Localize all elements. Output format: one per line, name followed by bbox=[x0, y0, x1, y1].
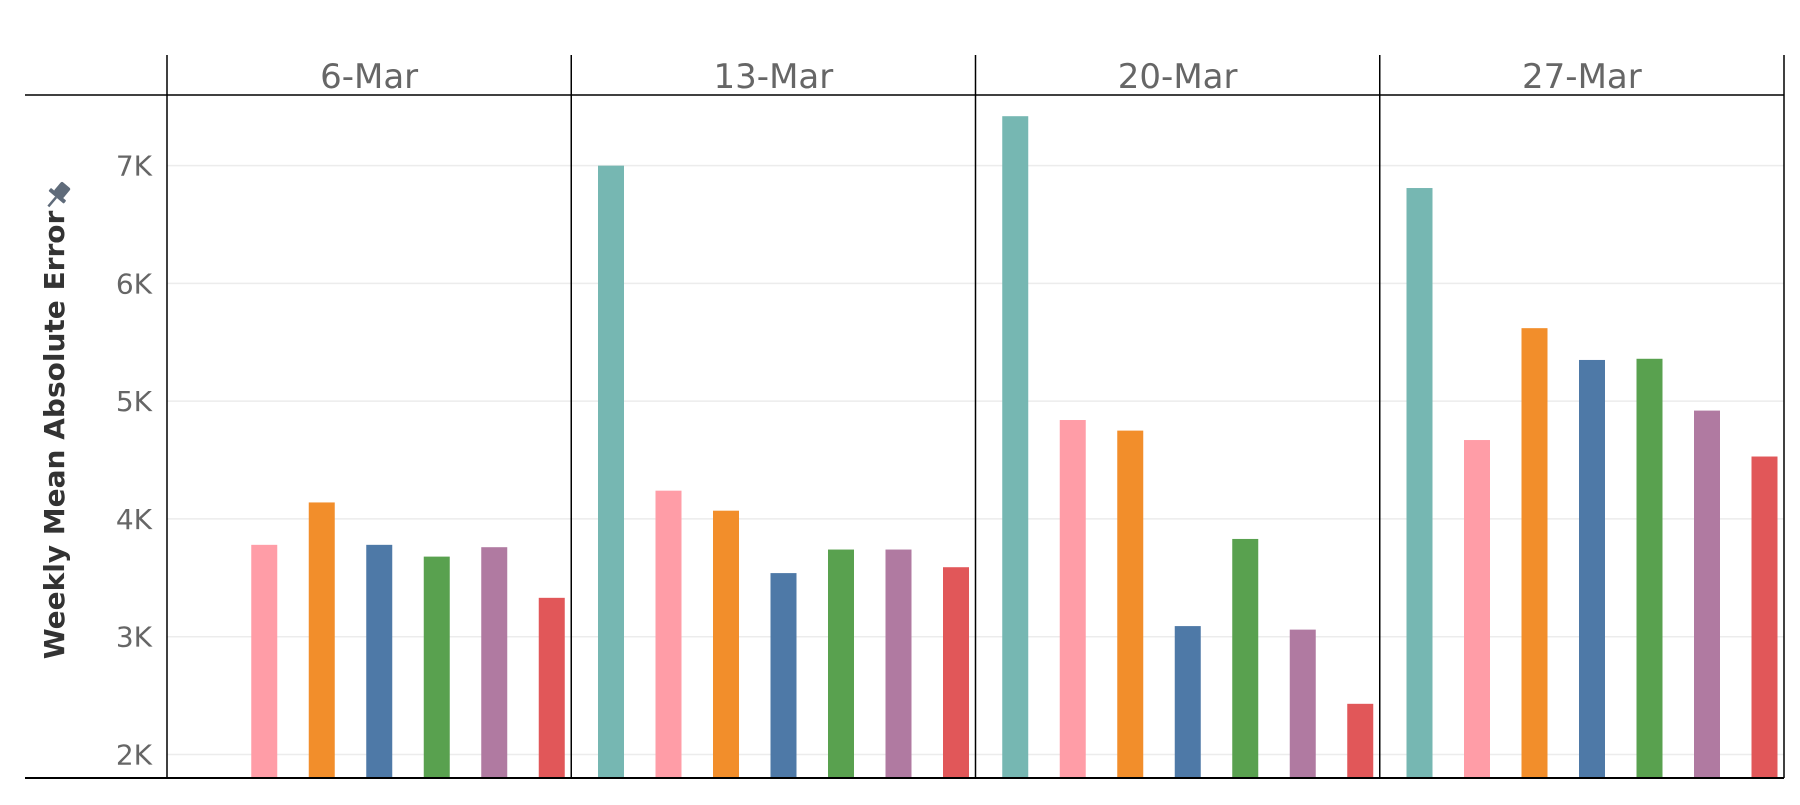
pin-icon bbox=[47, 182, 71, 208]
y-axis: Weekly Mean Absolute Error 2K 3K 4K 5K 6K 7K bbox=[38, 150, 153, 772]
bar bbox=[1694, 410, 1720, 778]
y-tick-label: 7K bbox=[116, 150, 153, 183]
bar bbox=[770, 573, 797, 778]
bar bbox=[1751, 456, 1778, 778]
panel-header-label: 20-Mar bbox=[1118, 57, 1238, 97]
bar bbox=[1289, 629, 1316, 778]
y-axis-title: Weekly Mean Absolute Error bbox=[38, 211, 71, 660]
bar bbox=[943, 567, 969, 778]
y-tick-label: 4K bbox=[116, 503, 153, 536]
bar bbox=[1002, 116, 1029, 779]
bar bbox=[828, 549, 854, 778]
bar bbox=[481, 547, 508, 778]
bar bbox=[1406, 188, 1433, 779]
bar bbox=[251, 544, 278, 778]
bar bbox=[1579, 359, 1605, 778]
bar bbox=[885, 549, 912, 778]
bar bbox=[1059, 420, 1086, 778]
bar bbox=[1347, 703, 1374, 778]
bar bbox=[1174, 626, 1201, 778]
y-tick-label: 2K bbox=[116, 738, 153, 771]
bars bbox=[251, 116, 1778, 779]
bar bbox=[423, 556, 450, 778]
bar bbox=[1464, 440, 1490, 778]
bar bbox=[308, 502, 335, 778]
bar bbox=[655, 490, 682, 778]
y-tick-label: 3K bbox=[116, 621, 153, 654]
panel-header-label: 13-Mar bbox=[714, 57, 834, 97]
panel-headers: 6-Mar 13-Mar 20-Mar 27-Mar bbox=[320, 57, 1642, 97]
bar bbox=[1521, 328, 1548, 778]
bar bbox=[366, 544, 393, 778]
bar bbox=[713, 510, 739, 778]
bar bbox=[1117, 430, 1144, 778]
panel-header-label: 6-Mar bbox=[320, 57, 418, 97]
chart-frame bbox=[25, 55, 1785, 779]
bar bbox=[538, 597, 565, 778]
y-tick-label: 5K bbox=[116, 385, 153, 418]
y-tick-label: 6K bbox=[116, 267, 153, 300]
bar bbox=[1636, 358, 1663, 778]
bar bbox=[598, 165, 624, 779]
panel-header-label: 27-Mar bbox=[1522, 57, 1642, 97]
bar bbox=[1232, 538, 1259, 778]
